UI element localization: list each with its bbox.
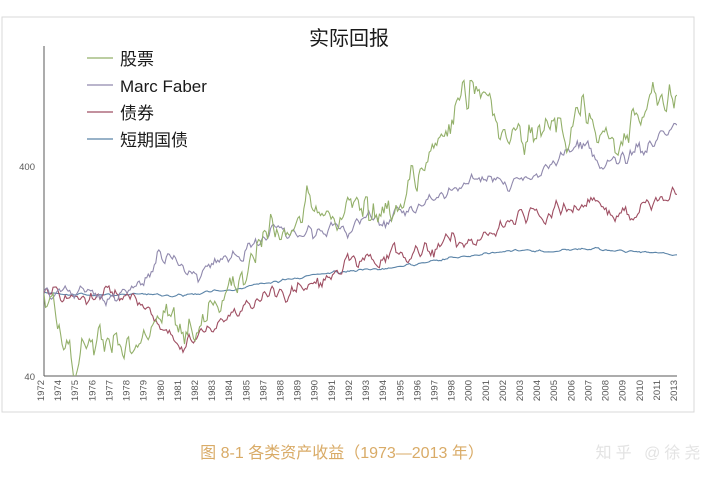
svg-text:2010: 2010 <box>635 380 646 401</box>
svg-text:1988: 1988 <box>276 380 287 401</box>
svg-text:1994: 1994 <box>378 380 389 401</box>
svg-text:2001: 2001 <box>481 380 492 401</box>
svg-text:1980: 1980 <box>156 380 167 401</box>
svg-text:1990: 1990 <box>310 380 321 401</box>
svg-text:1993: 1993 <box>361 380 372 401</box>
svg-text:1982: 1982 <box>190 380 201 401</box>
svg-text:图 8-1 各类资产收益（1973—2013 年）: 图 8-1 各类资产收益（1973—2013 年） <box>200 444 484 462</box>
svg-text:1975: 1975 <box>70 380 81 401</box>
svg-text:1985: 1985 <box>241 380 252 401</box>
svg-text:1981: 1981 <box>173 380 184 401</box>
svg-text:1989: 1989 <box>293 380 304 401</box>
svg-text:2006: 2006 <box>566 380 577 401</box>
svg-text:1991: 1991 <box>327 380 338 401</box>
svg-text:1974: 1974 <box>53 380 64 401</box>
svg-text:短期国债: 短期国债 <box>120 131 188 150</box>
svg-text:1983: 1983 <box>207 380 218 401</box>
svg-text:债券: 债券 <box>120 104 154 123</box>
svg-text:实际回报: 实际回报 <box>309 27 389 50</box>
svg-text:股票: 股票 <box>120 50 154 69</box>
svg-text:2000: 2000 <box>464 380 475 401</box>
svg-text:2003: 2003 <box>515 380 526 401</box>
svg-text:2008: 2008 <box>601 380 612 401</box>
svg-text:Marc Faber: Marc Faber <box>120 77 207 96</box>
svg-text:1977: 1977 <box>104 380 115 401</box>
svg-text:2007: 2007 <box>583 380 594 401</box>
svg-text:1987: 1987 <box>258 380 269 401</box>
svg-text:2002: 2002 <box>498 380 509 401</box>
svg-text:2004: 2004 <box>532 380 543 401</box>
svg-text:2013: 2013 <box>669 380 680 401</box>
svg-text:2009: 2009 <box>618 380 629 401</box>
svg-text:1996: 1996 <box>412 380 423 401</box>
svg-text:1976: 1976 <box>87 380 98 401</box>
svg-text:1997: 1997 <box>429 380 440 401</box>
svg-text:1984: 1984 <box>224 380 235 401</box>
svg-text:2005: 2005 <box>549 380 560 401</box>
svg-text:40: 40 <box>24 372 35 383</box>
svg-text:1998: 1998 <box>447 380 458 401</box>
svg-text:400: 400 <box>19 162 35 173</box>
svg-text:1992: 1992 <box>344 380 355 401</box>
svg-text:1995: 1995 <box>395 380 406 401</box>
svg-text:知乎 @徐尧: 知乎 @徐尧 <box>596 444 705 462</box>
svg-text:1972: 1972 <box>36 380 47 401</box>
svg-text:2011: 2011 <box>652 380 663 400</box>
svg-text:1978: 1978 <box>122 380 133 401</box>
svg-text:1979: 1979 <box>139 380 150 401</box>
